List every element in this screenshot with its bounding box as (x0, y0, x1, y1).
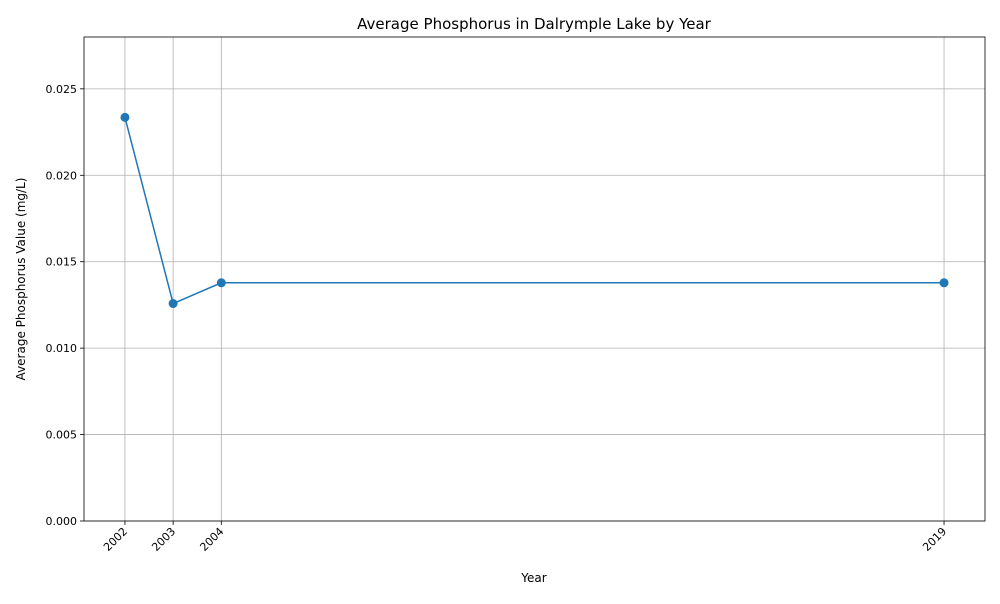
chart-title: Average Phosphorus in Dalrymple Lake by … (357, 15, 712, 33)
y-tick-label: 0.025 (46, 83, 78, 96)
y-axis-label: Average Phosphorus Value (mg/L) (14, 178, 28, 381)
data-point (939, 278, 949, 288)
data-series (120, 112, 949, 309)
data-point (120, 112, 130, 122)
series-line (124, 117, 945, 305)
axes-frame (83, 36, 986, 522)
plot-frame (83, 36, 986, 522)
data-point (168, 299, 178, 309)
x-axis-label: Year (520, 571, 546, 585)
y-tick-label: 0.020 (46, 169, 78, 182)
data-point (216, 278, 226, 288)
y-tick-label: 0.000 (46, 515, 78, 528)
y-tick-label: 0.015 (46, 256, 78, 269)
y-tick-label: 0.010 (46, 342, 78, 355)
y-tick-label: 0.005 (46, 429, 78, 442)
